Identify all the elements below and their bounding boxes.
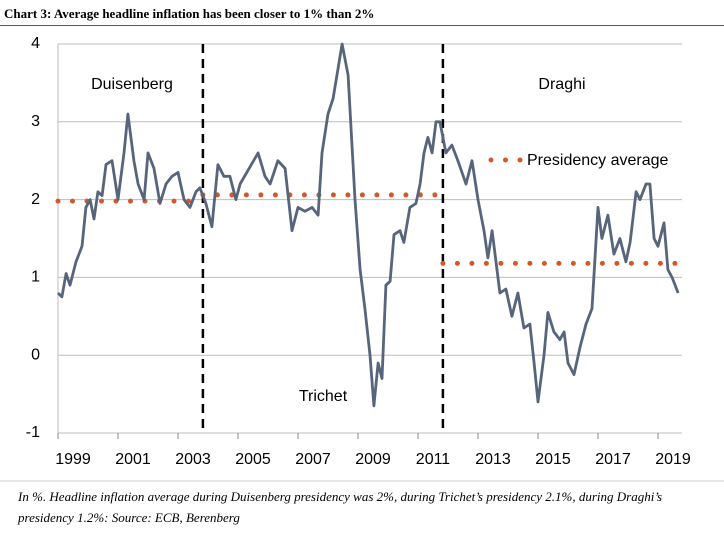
y-tick-label: 0 [31, 346, 40, 363]
y-tick-label: -1 [26, 424, 40, 441]
y-tick-label: 1 [31, 269, 40, 286]
presidency-name: Trichet [299, 388, 348, 405]
x-tick-label: 2011 [416, 451, 451, 468]
x-tick-label: 2005 [235, 451, 271, 468]
x-tick-label: 2013 [475, 451, 511, 468]
x-tick-label: 2003 [175, 451, 211, 468]
legend-label: Presidency average [527, 152, 669, 169]
x-tick-label: 2017 [595, 451, 631, 468]
x-tick-label: 2001 [115, 451, 151, 468]
title-rule [0, 25, 724, 26]
presidency-name: Duisenberg [91, 76, 173, 93]
y-tick-label: 2 [31, 191, 40, 208]
presidency-name: Draghi [538, 76, 585, 93]
x-tick-label: 2015 [535, 451, 571, 468]
x-tick-label: 2019 [655, 451, 691, 468]
chart-title: Chart 3: Average headline inflation has … [4, 6, 375, 21]
footnote: In %. Headline inflation average during … [18, 489, 663, 525]
x-tick-label: 2007 [295, 451, 331, 468]
chart: -1 0 1 2 3 4 1999 2001 2003 2005 2007 2009 2011 2013 2… [0, 35, 724, 482]
x-tick-label: 2009 [355, 451, 391, 468]
y-tick-label: 4 [31, 35, 40, 52]
x-tick-label: 1999 [55, 451, 91, 468]
inflation-line [57, 42, 680, 408]
y-tick-label: 3 [31, 113, 40, 130]
